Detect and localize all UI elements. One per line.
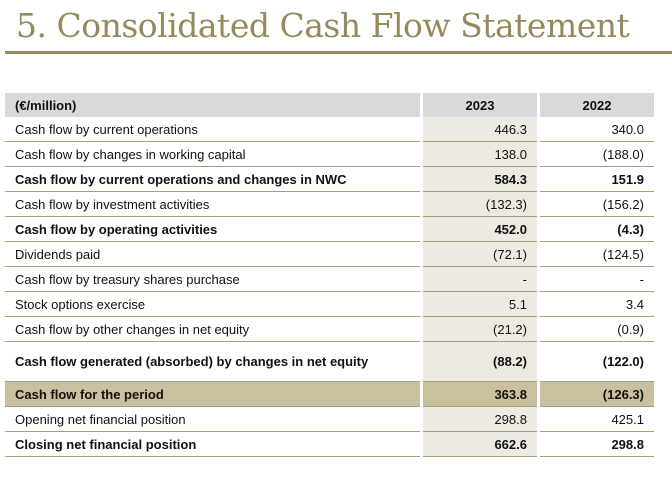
cash-flow-table: (€/million) 2023 2022 Cash flow by curre… [2, 93, 657, 457]
value-2022: (126.3) [540, 382, 654, 407]
table-row: Cash flow by treasury shares purchase - - [5, 267, 654, 292]
table-row: Cash flow by operating activities 452.0 (4… [5, 217, 654, 242]
row-label: Cash flow by other changes in net equity [5, 317, 420, 342]
row-label: Cash flow by current operations [5, 117, 420, 142]
row-label: Cash flow by investment activities [5, 192, 420, 217]
value-2023: 363.8 [423, 382, 537, 407]
value-2022: (4.3) [540, 217, 654, 242]
table-row: Cash flow by other changes in net equity… [5, 317, 654, 342]
row-label: Closing net financial position [5, 432, 420, 457]
value-2022: - [540, 267, 654, 292]
table-row: Cash flow for the period 363.8 (126.3) [5, 382, 654, 407]
table-row: Opening net financial position 298.8 425.1 [5, 407, 654, 432]
value-2022: 340.0 [540, 117, 654, 142]
value-2023: (88.2) [423, 342, 537, 382]
row-label: Cash flow by treasury shares purchase [5, 267, 420, 292]
value-2023: (21.2) [423, 317, 537, 342]
row-label: Cash flow by current operations and chan… [5, 167, 420, 192]
value-2023: 452.0 [423, 217, 537, 242]
value-2023: (72.1) [423, 242, 537, 267]
table-row: Cash flow by current operations 446.3 340.… [5, 117, 654, 142]
header-2022: 2022 [540, 93, 654, 117]
row-label: Opening net financial position [5, 407, 420, 432]
row-label: Stock options exercise [5, 292, 420, 317]
value-2023: - [423, 267, 537, 292]
header-label: (€/million) [5, 93, 420, 117]
value-2023: 138.0 [423, 142, 537, 167]
table-row: Closing net financial position 662.6 298.8 [5, 432, 654, 457]
table-row: Stock options exercise 5.1 3.4 [5, 292, 654, 317]
row-label: Dividends paid [5, 242, 420, 267]
value-2022: 151.9 [540, 167, 654, 192]
value-2022: (0.9) [540, 317, 654, 342]
value-2022: (188.0) [540, 142, 654, 167]
value-2022: (122.0) [540, 342, 654, 382]
value-2023: 298.8 [423, 407, 537, 432]
value-2023: 662.6 [423, 432, 537, 457]
value-2023: 446.3 [423, 117, 537, 142]
value-2023: (132.3) [423, 192, 537, 217]
table-row: Cash flow by current operations and chan… [5, 167, 654, 192]
title-rule [5, 51, 672, 54]
value-2022: 3.4 [540, 292, 654, 317]
value-2022: 298.8 [540, 432, 654, 457]
value-2022: 425.1 [540, 407, 654, 432]
table-row: Cash flow generated (absorbed) by change… [5, 342, 654, 382]
row-label: Cash flow generated (absorbed) by change… [5, 342, 420, 382]
value-2022: (124.5) [540, 242, 654, 267]
value-2022: (156.2) [540, 192, 654, 217]
page-title: 5. Consolidated Cash Flow Statement [16, 6, 630, 45]
header-2023: 2023 [423, 93, 537, 117]
row-label: Cash flow by changes in working capital [5, 142, 420, 167]
table-row: Dividends paid (72.1) (124.5) [5, 242, 654, 267]
value-2023: 584.3 [423, 167, 537, 192]
table-row: Cash flow by investment activities (132.3… [5, 192, 654, 217]
row-label: Cash flow for the period [5, 382, 420, 407]
table-row: Cash flow by changes in working capital 1… [5, 142, 654, 167]
table-header: (€/million) 2023 2022 [5, 93, 654, 117]
value-2023: 5.1 [423, 292, 537, 317]
row-label: Cash flow by operating activities [5, 217, 420, 242]
